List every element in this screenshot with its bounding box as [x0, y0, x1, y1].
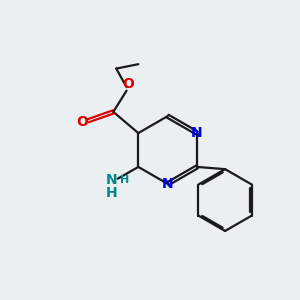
- Text: O: O: [76, 115, 88, 129]
- Text: N: N: [191, 126, 203, 140]
- Text: N: N: [106, 173, 118, 187]
- Text: H: H: [106, 186, 118, 200]
- Text: H: H: [120, 175, 129, 185]
- Text: O: O: [122, 77, 134, 91]
- Text: N: N: [162, 177, 173, 191]
